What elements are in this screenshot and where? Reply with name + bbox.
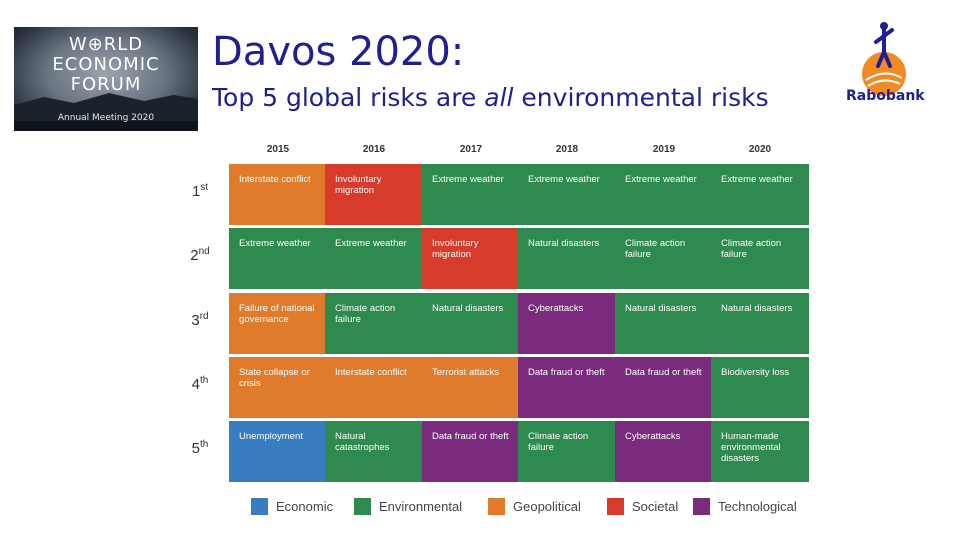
rank-label-1: 1st	[178, 182, 222, 200]
rank-suffix: rd	[199, 311, 209, 322]
risk-cell: Extreme weather	[711, 164, 809, 225]
legend-swatch	[607, 497, 624, 515]
legend-item-societal: Societal	[607, 497, 678, 515]
legend-item-technological: Technological	[693, 497, 797, 515]
risk-cell: Data fraud or theft	[422, 421, 520, 482]
subtitle-part-1: Top 5 global risks are	[212, 83, 485, 112]
risk-cell: Involuntary migration	[325, 164, 423, 225]
risk-cell: Extreme weather	[229, 228, 327, 289]
legend-item-environmental: Environmental	[354, 497, 462, 515]
rank-number: 2	[190, 247, 199, 264]
risk-cell: Failure of national governance	[229, 293, 327, 354]
rabobank-logo-icon	[862, 22, 906, 96]
risk-cell: Natural disasters	[711, 293, 809, 354]
wef-logo-line-3: FORUM	[70, 74, 142, 95]
risk-cell: Cyberattacks	[615, 421, 713, 482]
legend-item-economic: Economic	[251, 497, 333, 515]
rank-number: 5	[191, 440, 200, 457]
risk-cell: Extreme weather	[615, 164, 713, 225]
legend-swatch	[488, 497, 505, 515]
risk-cell: Natural disasters	[615, 293, 713, 354]
risk-cell: Unemployment	[229, 421, 327, 482]
rabobank-wordmark: Rabobank	[846, 88, 925, 104]
rank-suffix: th	[200, 439, 209, 450]
subtitle-part-2: environmental risks	[513, 83, 769, 112]
risk-cell: Natural disasters	[422, 293, 520, 354]
risk-cell: Human-made environmental disasters	[711, 421, 809, 482]
rank-suffix: st	[200, 182, 209, 193]
slide-subtitle: Top 5 global risks are all environmental…	[212, 82, 769, 114]
rank-label-2: 2nd	[178, 246, 222, 264]
wef-logo-line-1: W⊕RLD	[68, 34, 144, 55]
year-header-2017: 2017	[459, 144, 483, 155]
risk-cell: Natural catastrophes	[325, 421, 423, 482]
risk-cell: Extreme weather	[325, 228, 423, 289]
davos-mountain-image	[14, 93, 198, 131]
year-header-2019: 2019	[652, 144, 676, 155]
risk-cell: Extreme weather	[422, 164, 520, 225]
risk-cell: Data fraud or theft	[615, 357, 713, 418]
legend-swatch	[251, 497, 268, 515]
legend-swatch	[354, 497, 371, 515]
risk-cell: Interstate conflict	[229, 164, 327, 225]
legend-label: Technological	[718, 498, 797, 514]
year-header-2016: 2016	[362, 144, 386, 155]
legend-label: Societal	[632, 498, 679, 514]
risk-cell: Involuntary migration	[422, 228, 520, 289]
legend-label: Economic	[276, 498, 334, 514]
rank-suffix: nd	[198, 246, 210, 257]
slide-title: Davos 2020:	[212, 29, 465, 75]
rank-label-3: 3rd	[178, 311, 222, 329]
risk-cell: Climate action failure	[518, 421, 616, 482]
rank-number: 3	[191, 312, 200, 329]
risk-cell: Natural disasters	[518, 228, 616, 289]
rank-number: 4	[191, 376, 200, 393]
year-header-2018: 2018	[555, 144, 579, 155]
risk-cell: Climate action failure	[325, 293, 423, 354]
rank-label-4: 4th	[178, 375, 222, 393]
risk-cell: State collapse or crisis	[229, 357, 327, 418]
rank-label-5: 5th	[178, 439, 222, 457]
legend-label: Environmental	[379, 498, 463, 514]
year-header-2015: 2015	[266, 144, 290, 155]
subtitle-emphasis: all	[484, 83, 514, 112]
risk-cell: Climate action failure	[615, 228, 713, 289]
wef-logo: W⊕RLD ECONOMIC FORUM Annual Meeting 2020	[14, 27, 198, 131]
risk-cell: Extreme weather	[518, 164, 616, 225]
legend-label: Geopolitical	[513, 498, 581, 514]
wef-logo-subtitle: Annual Meeting 2020	[57, 113, 155, 123]
risk-cell: Data fraud or theft	[518, 357, 616, 418]
legend-item-geopolitical: Geopolitical	[488, 497, 581, 515]
legend-swatch	[693, 497, 710, 515]
risk-cell: Cyberattacks	[518, 293, 616, 354]
risk-cell: Climate action failure	[711, 228, 809, 289]
risk-cell: Terrorist attacks	[422, 357, 520, 418]
year-header-2020: 2020	[748, 144, 772, 155]
rank-number: 1	[191, 183, 201, 200]
risk-cell: Interstate conflict	[325, 357, 423, 418]
rank-suffix: th	[200, 375, 209, 386]
wef-logo-line-2: ECONOMIC	[52, 54, 160, 75]
risk-cell: Biodiversity loss	[711, 357, 809, 418]
